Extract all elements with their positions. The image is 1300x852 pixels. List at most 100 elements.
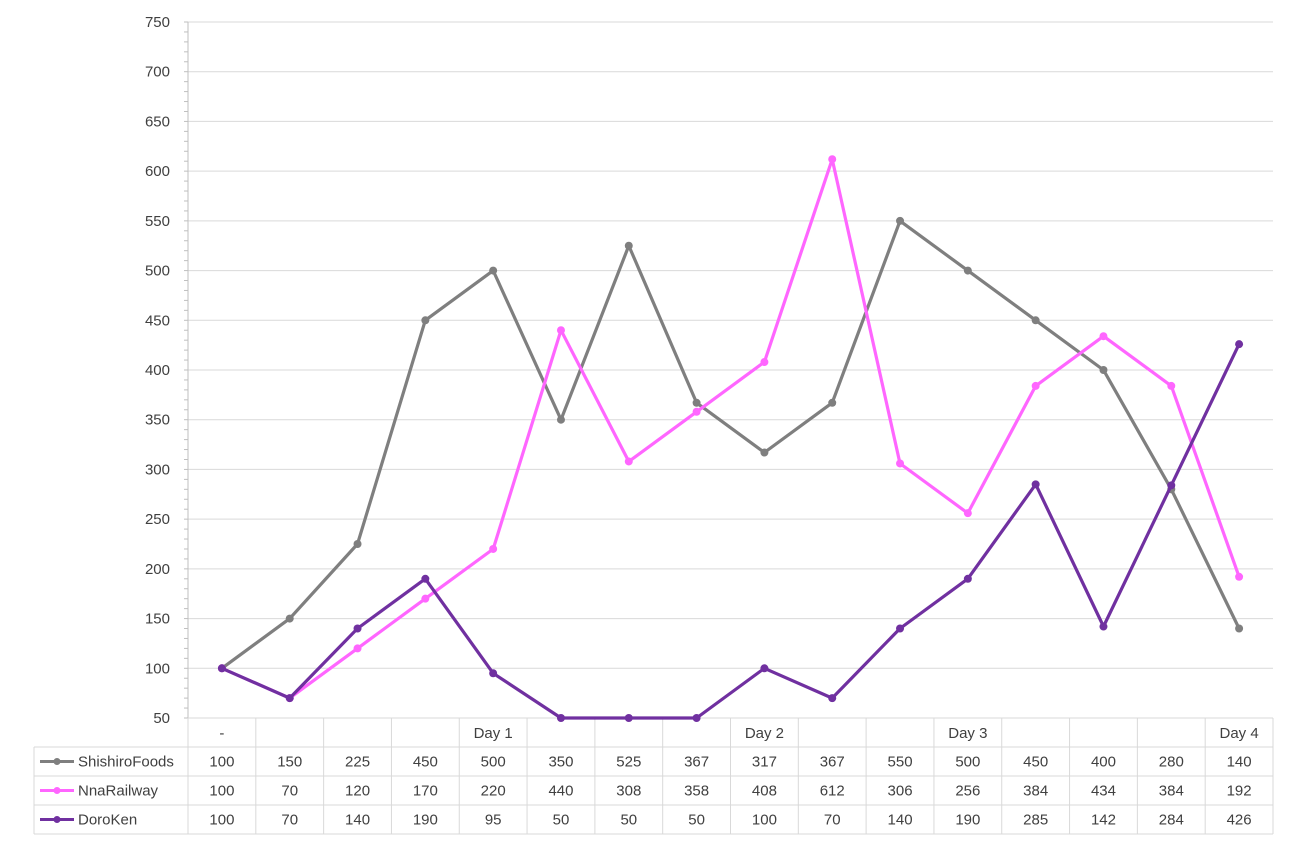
category-label: - <box>219 725 224 742</box>
legend-series-name: ShishiroFoods <box>78 754 174 771</box>
legend-key-marker <box>53 787 61 794</box>
series-line <box>220 219 1241 670</box>
data-point <box>624 457 633 466</box>
y-tick-label: 550 <box>145 213 170 230</box>
table-value-cell: 220 <box>481 783 506 800</box>
data-point <box>760 664 769 673</box>
table-value-cell: 170 <box>413 783 438 800</box>
data-point <box>1235 340 1244 349</box>
table-value-cell: 280 <box>1159 754 1184 771</box>
data-point <box>1031 381 1040 390</box>
data-point <box>963 574 972 583</box>
table-value-cell: 308 <box>616 783 641 800</box>
data-point <box>963 266 972 275</box>
table-value-cell: 95 <box>485 812 502 829</box>
y-tick-label: 600 <box>145 163 170 180</box>
table-value-cell: 70 <box>281 783 298 800</box>
data-point <box>489 669 498 678</box>
data-point <box>1235 572 1244 581</box>
table-value-cell: 100 <box>209 812 234 829</box>
data-point <box>489 544 498 553</box>
data-point <box>896 624 905 633</box>
y-tick-label: 250 <box>145 511 170 528</box>
y-tick-label: 50 <box>153 710 170 727</box>
data-point <box>1167 481 1176 490</box>
data-point <box>556 714 565 722</box>
table-value-cell: 550 <box>888 754 913 771</box>
table-value-cell: 100 <box>209 754 234 771</box>
table-value-cell: 440 <box>548 783 573 800</box>
data-point <box>421 574 430 583</box>
table-value-cell: 306 <box>888 783 913 800</box>
table-value-cell: 358 <box>684 783 709 800</box>
data-point <box>1031 480 1040 489</box>
table-value-cell: 500 <box>955 754 980 771</box>
series-ShishiroFoods <box>217 216 1244 673</box>
data-point <box>760 448 769 457</box>
table-value-cell: 384 <box>1023 783 1048 800</box>
table-value-cell: 140 <box>888 812 913 829</box>
data-point <box>828 694 837 703</box>
data-point <box>1099 332 1108 341</box>
y-tick-label: 700 <box>145 64 170 81</box>
table-value-cell: 450 <box>1023 754 1048 771</box>
data-point <box>624 714 633 722</box>
table-value-cell: 100 <box>752 812 777 829</box>
data-table: - Day 1 Day 2 Day 3 Day 4 ShishiroFoods 100 150… <box>33 717 1274 835</box>
table-value-cell: 408 <box>752 783 777 800</box>
data-point <box>556 326 565 335</box>
gridlines <box>188 21 1273 669</box>
table-value-cell: 500 <box>481 754 506 771</box>
table-value-cell: 70 <box>281 812 298 829</box>
data-point <box>1235 624 1244 633</box>
y-tick-label: 650 <box>145 113 170 130</box>
y-tick-label: 750 <box>145 14 170 31</box>
table-value-cell: 140 <box>1227 754 1252 771</box>
data-point <box>217 664 226 673</box>
table-value-cell: 70 <box>824 812 841 829</box>
data-point <box>421 594 430 603</box>
table-value-cell: 367 <box>684 754 709 771</box>
data-point <box>896 216 905 225</box>
legend-key-marker <box>53 816 61 823</box>
legend-key-marker <box>53 758 61 765</box>
table-value-cell: 50 <box>688 812 705 829</box>
table-value-cell: 256 <box>955 783 980 800</box>
table-value-cell: 225 <box>345 754 370 771</box>
category-label: Day 4 <box>1220 725 1259 742</box>
category-label: Day 2 <box>745 725 784 742</box>
data-point <box>353 644 362 653</box>
data-point <box>285 694 294 703</box>
y-tick-label: 450 <box>145 312 170 329</box>
data-point <box>489 266 498 275</box>
data-point <box>353 624 362 633</box>
data-point <box>692 398 701 407</box>
data-point <box>353 540 362 548</box>
y-tick-label: 200 <box>145 561 170 578</box>
data-point <box>421 316 430 325</box>
legend-series-name: DoroKen <box>78 812 137 829</box>
series-line <box>220 157 1241 700</box>
data-point <box>828 155 837 164</box>
y-axis: 50 100 150 200 250 300 350 400 450 500 550 600 650 70… <box>145 14 189 727</box>
category-label: Day 3 <box>948 725 987 742</box>
table-value-cell: 426 <box>1227 812 1252 829</box>
series-lines <box>217 155 1244 722</box>
data-point <box>692 407 701 416</box>
table-value-cell: 612 <box>820 783 845 800</box>
table-value-cell: 400 <box>1091 754 1116 771</box>
table-value-cell: 190 <box>955 812 980 829</box>
table-value-cell: 384 <box>1159 783 1184 800</box>
data-point <box>1099 622 1108 631</box>
y-tick-label: 400 <box>145 362 170 379</box>
data-point <box>760 358 769 367</box>
table-value-cell: 120 <box>345 783 370 800</box>
table-value-cell: 100 <box>209 783 234 800</box>
data-point <box>285 614 294 623</box>
table-value-cell: 190 <box>413 812 438 829</box>
table-value-cell: 450 <box>413 754 438 771</box>
data-point <box>624 241 633 250</box>
data-point <box>1099 366 1108 374</box>
y-tick-label: 300 <box>145 461 170 478</box>
